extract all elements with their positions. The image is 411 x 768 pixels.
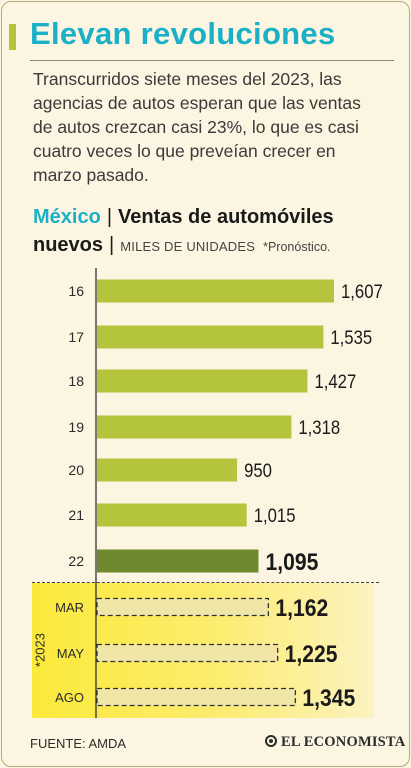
forecast-divider bbox=[32, 582, 379, 583]
data-bar bbox=[97, 458, 238, 482]
brand-name: EL ECONOMISTA bbox=[281, 734, 406, 750]
category-label: 18 bbox=[68, 373, 84, 389]
data-bar bbox=[97, 279, 334, 303]
value-label: 1,345 bbox=[302, 685, 355, 712]
forecast-bar bbox=[96, 643, 279, 663]
category-label: 22 bbox=[68, 553, 84, 569]
subtitle-separator: | bbox=[109, 234, 115, 256]
source-note: FUENTE: AMDA bbox=[30, 736, 127, 751]
value-label: 1,535 bbox=[330, 327, 372, 348]
category-label: 17 bbox=[68, 329, 84, 345]
page-title: Elevan revoluciones bbox=[30, 16, 336, 51]
value-label: 1,225 bbox=[285, 641, 338, 668]
category-label: AGO bbox=[55, 690, 84, 705]
value-label: 1,318 bbox=[298, 417, 340, 438]
value-label: 1,095 bbox=[265, 549, 318, 576]
chart-subtitle-line1: México | Ventas de automóviles bbox=[33, 206, 334, 229]
category-label: 16 bbox=[68, 283, 84, 299]
forecast-bar bbox=[96, 597, 270, 617]
chart-subtitle-line2: nuevos | MILES DE UNIDADES *Pronóstico. bbox=[33, 234, 331, 257]
value-label: 1,427 bbox=[314, 371, 356, 392]
category-label: 20 bbox=[68, 462, 84, 478]
brand-icon bbox=[265, 735, 277, 747]
subtitle-separator: | bbox=[106, 206, 113, 228]
brand-logo: EL ECONOMISTA bbox=[265, 734, 405, 751]
value-label: 1,607 bbox=[341, 281, 383, 302]
subtitle-topic: Ventas de automóviles bbox=[118, 206, 334, 228]
value-label: 950 bbox=[244, 460, 272, 481]
forecast-bar bbox=[96, 687, 297, 707]
value-label: 1,162 bbox=[275, 595, 328, 622]
subtitle-units: MILES DE UNIDADES bbox=[120, 239, 256, 254]
data-bar bbox=[97, 503, 247, 527]
category-label: 21 bbox=[68, 507, 84, 523]
title-accent-bar bbox=[9, 24, 16, 50]
title-divider bbox=[30, 60, 394, 61]
data-bar bbox=[97, 369, 308, 393]
data-bar bbox=[97, 415, 292, 439]
subtitle-topic-cont: nuevos bbox=[33, 234, 104, 256]
category-label: 19 bbox=[68, 419, 84, 435]
data-bar bbox=[97, 549, 259, 573]
subtitle-forecast-note: *Pronóstico. bbox=[263, 240, 331, 254]
value-label: 1,015 bbox=[254, 505, 296, 526]
subtitle-country: México bbox=[33, 206, 101, 228]
category-label: MAY bbox=[57, 646, 85, 661]
data-bar bbox=[97, 325, 324, 349]
category-label: MAR bbox=[55, 600, 84, 615]
intro-paragraph: Transcurridos siete meses del 2023, las … bbox=[33, 69, 361, 185]
